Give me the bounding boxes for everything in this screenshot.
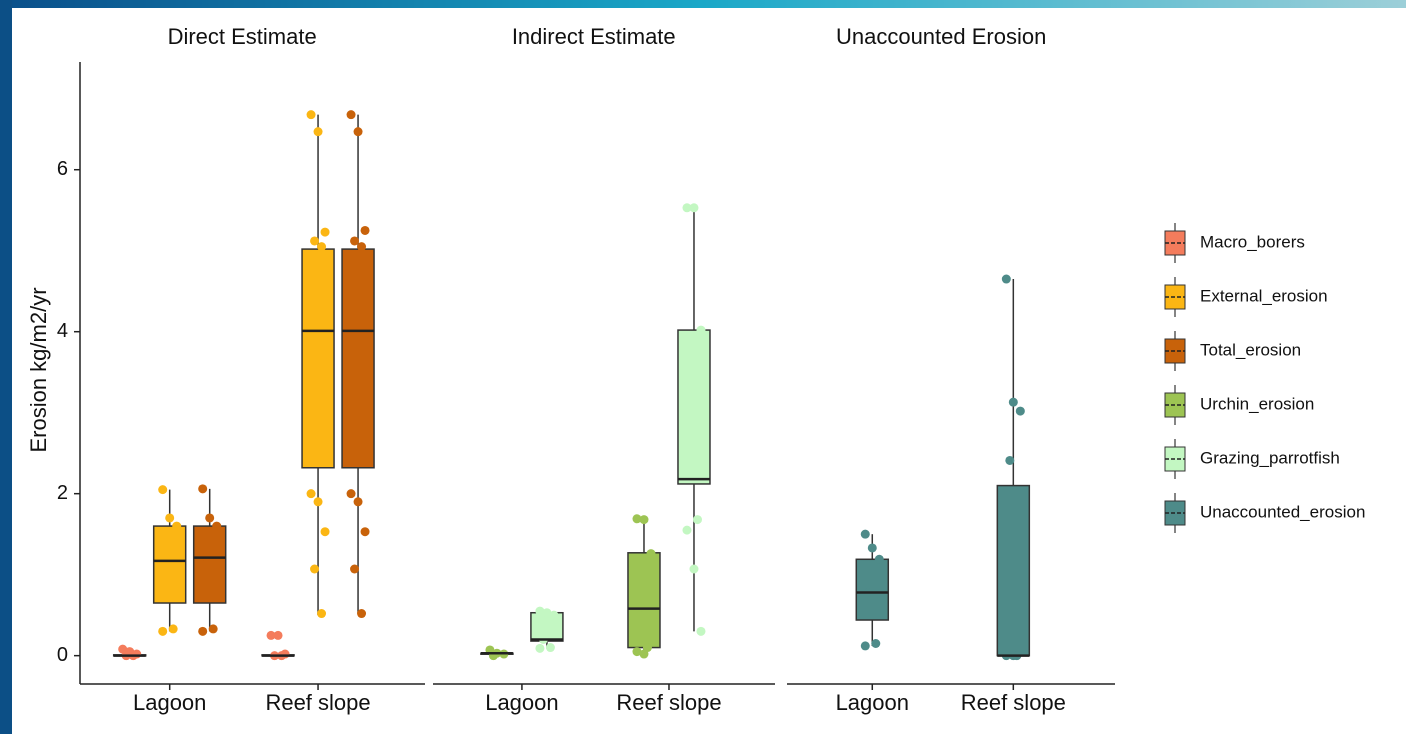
data-point bbox=[682, 526, 691, 535]
data-point bbox=[871, 639, 880, 648]
data-point bbox=[636, 603, 645, 612]
data-point bbox=[696, 627, 705, 636]
data-point bbox=[307, 489, 316, 498]
data-point bbox=[861, 641, 870, 650]
data-point bbox=[310, 236, 319, 245]
legend-label: Urchin_erosion bbox=[1200, 394, 1314, 413]
x-tick-label: Reef slope bbox=[265, 690, 370, 715]
data-point bbox=[861, 530, 870, 539]
box bbox=[997, 486, 1029, 656]
data-point bbox=[868, 543, 877, 552]
data-point bbox=[1002, 275, 1011, 284]
data-point bbox=[310, 564, 319, 573]
data-point bbox=[212, 522, 221, 531]
x-tick-label: Lagoon bbox=[485, 690, 558, 715]
x-tick-label: Lagoon bbox=[836, 690, 909, 715]
x-tick-label: Reef slope bbox=[616, 690, 721, 715]
data-point bbox=[689, 564, 698, 573]
data-point bbox=[314, 127, 323, 136]
box bbox=[154, 526, 186, 603]
legend-label: External_erosion bbox=[1200, 286, 1328, 305]
data-point bbox=[875, 555, 884, 564]
chart: Erosion kg/m2/yr 0 2 4 6 Direct Estimate Lago… bbox=[0, 0, 1406, 734]
data-point bbox=[639, 650, 648, 659]
data-point bbox=[347, 489, 356, 498]
box bbox=[628, 553, 660, 648]
data-point bbox=[169, 624, 178, 633]
y-tick-label: 0 bbox=[57, 644, 68, 666]
data-point bbox=[546, 643, 555, 652]
x-tick-label: Lagoon bbox=[133, 690, 206, 715]
data-point bbox=[1005, 456, 1014, 465]
data-point bbox=[646, 549, 655, 558]
data-point bbox=[354, 127, 363, 136]
legend-label: Total_erosion bbox=[1200, 340, 1301, 359]
box bbox=[194, 526, 226, 603]
data-point bbox=[209, 624, 218, 633]
data-point bbox=[321, 228, 330, 237]
data-point bbox=[165, 513, 174, 522]
background-strip bbox=[0, 0, 12, 734]
data-point bbox=[198, 627, 207, 636]
data-point bbox=[361, 226, 370, 235]
data-point bbox=[158, 627, 167, 636]
data-point bbox=[686, 473, 695, 482]
data-point bbox=[321, 527, 330, 536]
y-axis-label: Erosion kg/m2/yr bbox=[26, 287, 51, 452]
facet-title: Unaccounted Erosion bbox=[836, 24, 1046, 49]
facet-title: Direct Estimate bbox=[168, 24, 317, 49]
data-point bbox=[354, 497, 363, 506]
data-point bbox=[350, 564, 359, 573]
legend-label: Grazing_parrotfish bbox=[1200, 448, 1340, 467]
box bbox=[856, 559, 888, 620]
legend-label: Unaccounted_erosion bbox=[1200, 502, 1365, 521]
data-point bbox=[639, 515, 648, 524]
data-point bbox=[696, 326, 705, 335]
data-point bbox=[274, 631, 283, 640]
data-point bbox=[1009, 398, 1018, 407]
background-strip bbox=[0, 0, 1406, 8]
data-point bbox=[347, 110, 356, 119]
data-point bbox=[158, 485, 167, 494]
data-point bbox=[350, 236, 359, 245]
y-tick-label: 4 bbox=[57, 320, 68, 342]
data-point bbox=[307, 110, 316, 119]
data-point bbox=[357, 609, 366, 618]
data-point bbox=[1016, 407, 1025, 416]
box bbox=[302, 249, 334, 468]
y-tick-label: 2 bbox=[57, 482, 68, 504]
x-tick-label: Reef slope bbox=[961, 690, 1066, 715]
data-point bbox=[317, 242, 326, 251]
legend-label: Macro_borers bbox=[1200, 232, 1305, 251]
facet-title: Indirect Estimate bbox=[512, 24, 676, 49]
box bbox=[342, 249, 374, 468]
data-point bbox=[693, 515, 702, 524]
box bbox=[678, 330, 710, 484]
data-point bbox=[361, 527, 370, 536]
data-point bbox=[205, 513, 214, 522]
data-point bbox=[198, 484, 207, 493]
data-point bbox=[314, 497, 323, 506]
data-point bbox=[535, 644, 544, 653]
data-point bbox=[689, 203, 698, 212]
y-tick-label: 6 bbox=[57, 158, 68, 180]
data-point bbox=[357, 242, 366, 251]
data-point bbox=[317, 609, 326, 618]
data-point bbox=[549, 611, 558, 620]
data-point bbox=[172, 522, 181, 531]
